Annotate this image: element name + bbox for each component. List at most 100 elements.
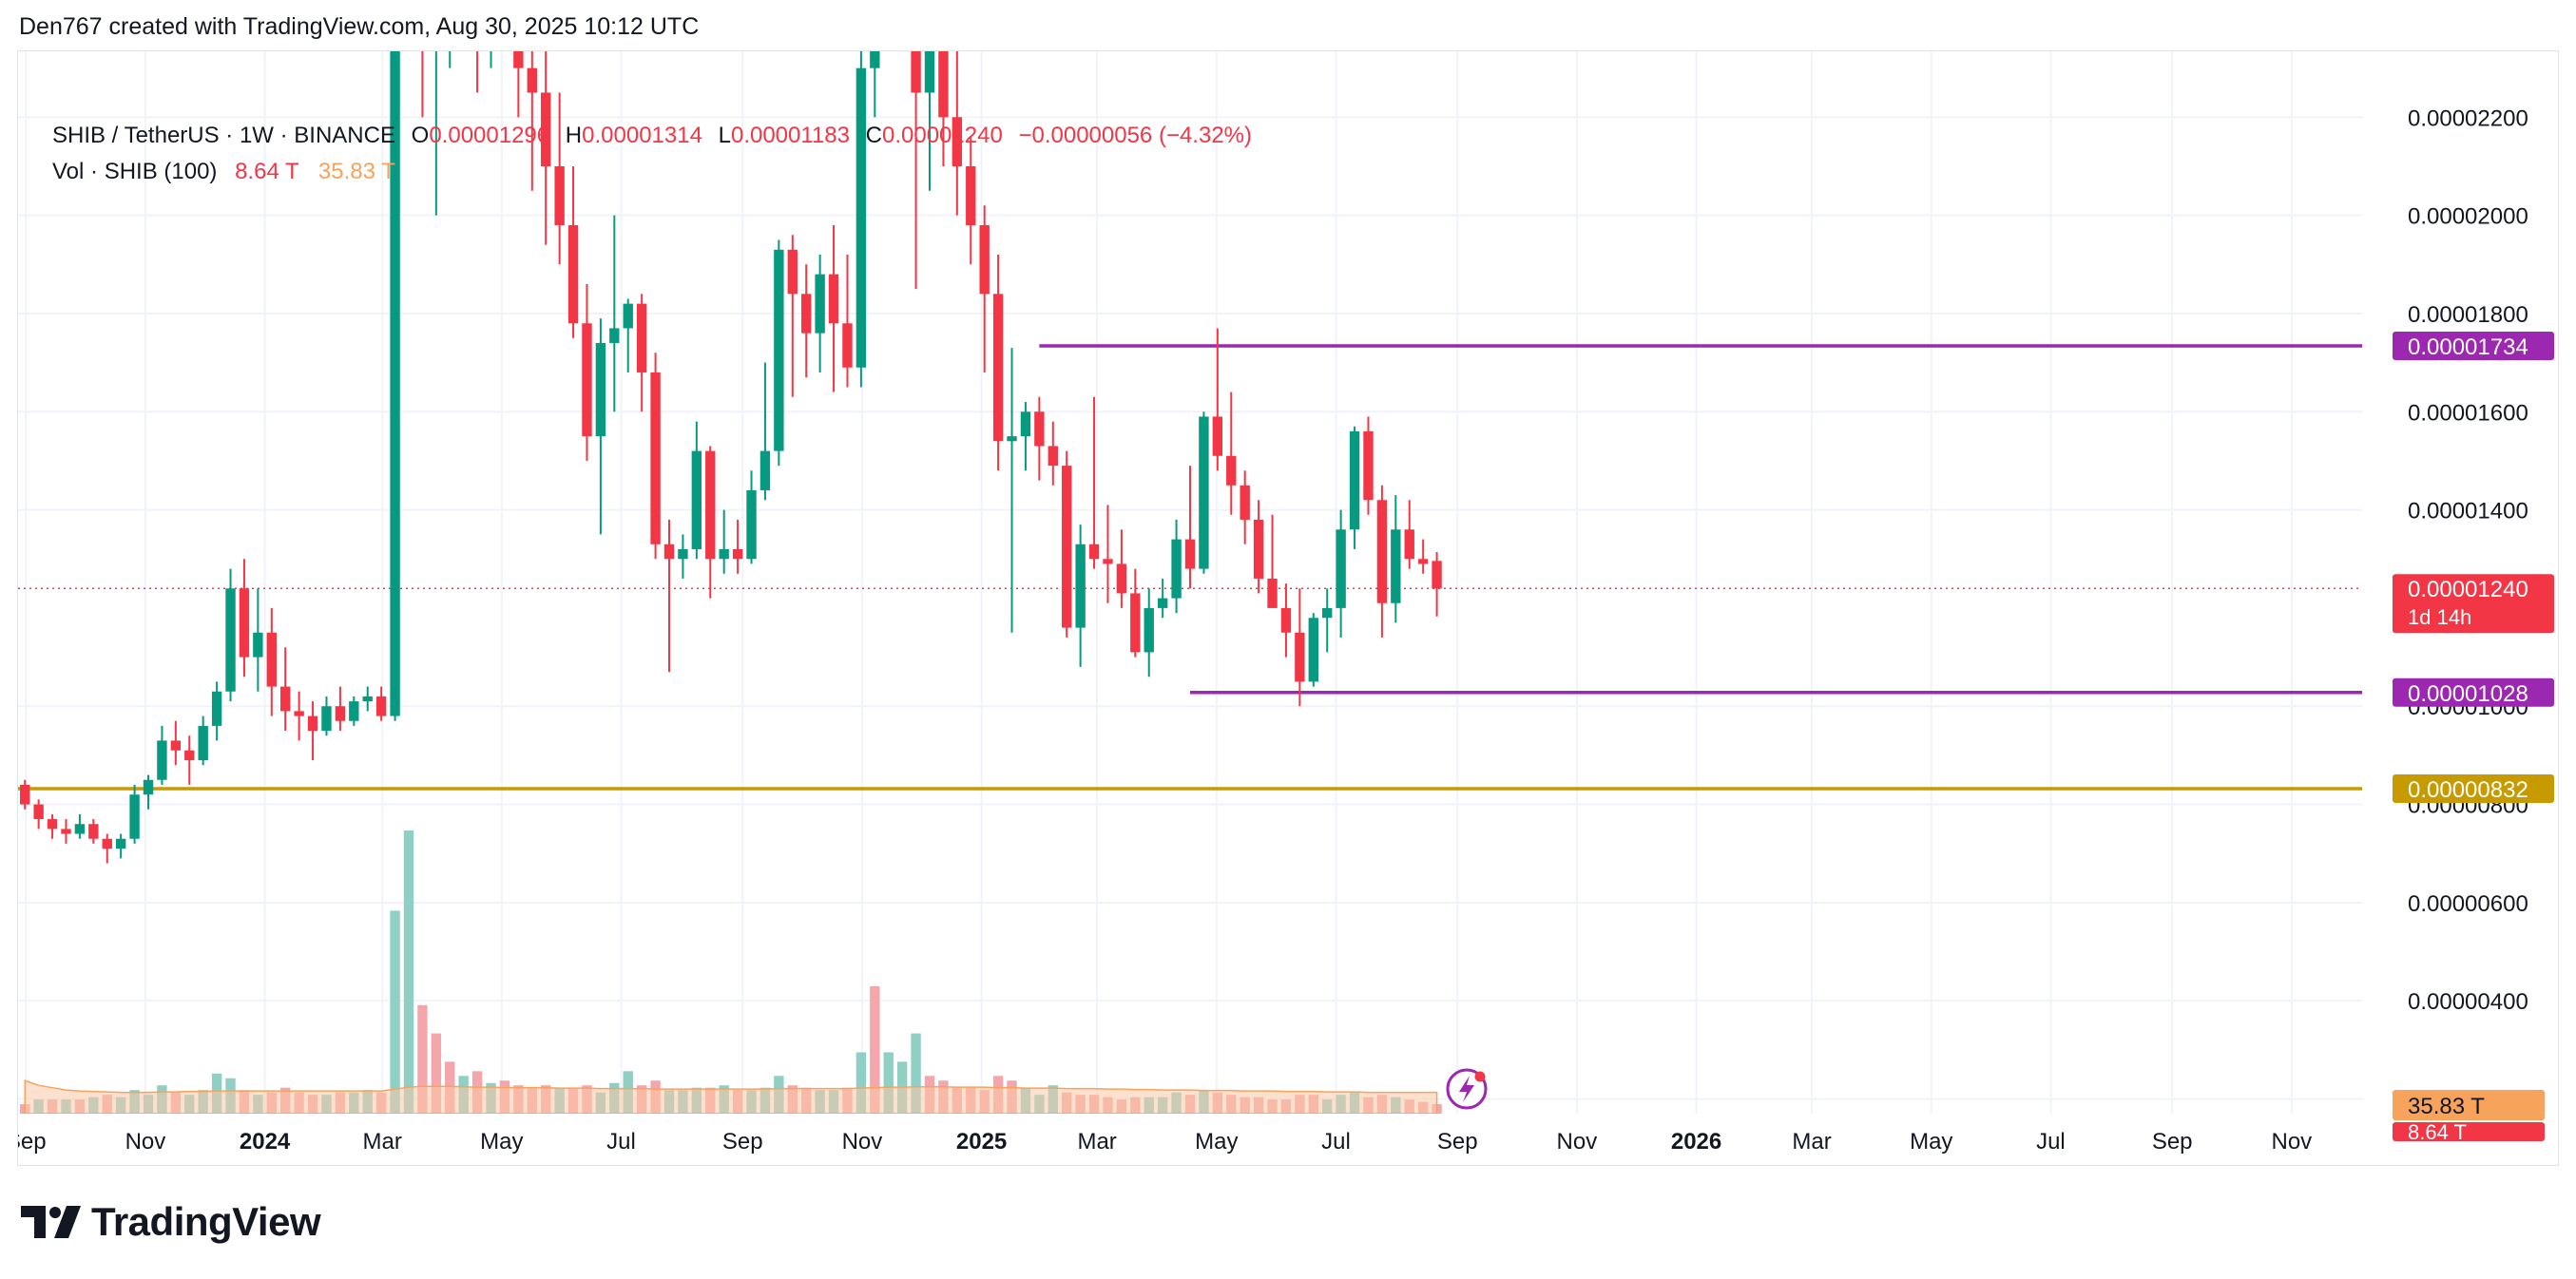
candle-body <box>678 548 688 560</box>
candle-body <box>732 548 743 560</box>
volume-bar <box>883 1052 894 1114</box>
support-price-badge-bg <box>2393 678 2554 707</box>
candle <box>1253 500 1264 594</box>
candle-body <box>746 489 757 560</box>
resistance-price-badge-text: 0.00001734 <box>2408 334 2528 360</box>
chart-frame[interactable]: 0.00002200 0.00002000 0.00001800 0.00001600… <box>17 50 2559 1166</box>
candle-body <box>924 51 935 93</box>
volume-bar <box>911 1033 921 1114</box>
candle-body <box>842 323 853 368</box>
candle-body <box>88 824 99 839</box>
time-tick-label: 2025 <box>956 1129 1007 1155</box>
symbol-title[interactable]: SHIB / TetherUS · 1W · BINANCE <box>52 123 395 148</box>
resistance-price-badge: 0.00001734 <box>2393 332 2554 361</box>
candle <box>567 165 579 338</box>
candle <box>198 716 208 766</box>
price-tick-label: 0.00001800 <box>2408 302 2528 328</box>
candle <box>449 51 452 68</box>
candle-body <box>609 328 620 343</box>
candle-body <box>294 711 304 716</box>
candle-body <box>527 67 537 93</box>
candle-body <box>253 632 263 658</box>
time-tick-label: 2026 <box>1671 1129 1721 1155</box>
candle <box>490 51 492 68</box>
time-tick-label: Mar <box>363 1129 402 1155</box>
high-value: 0.00001314 <box>582 123 702 148</box>
candle-body <box>1280 607 1292 633</box>
candle <box>911 51 921 290</box>
candle-body <box>1391 529 1401 603</box>
candle <box>434 51 437 216</box>
snapshot-lightning-icon[interactable] <box>1446 1068 1488 1110</box>
candle <box>759 362 771 501</box>
price-tick-label: 0.00001400 <box>2408 499 2528 525</box>
candle <box>266 607 277 716</box>
candle <box>307 701 318 761</box>
candle <box>513 51 524 118</box>
volume-bar <box>431 1033 442 1114</box>
time-axis: Sep Nov 2024 Mar May Jul Sep Nov 2025 Mar May Jul Se… <box>18 1129 2312 1155</box>
volume-indicator-title[interactable]: Vol · SHIB (100) <box>52 159 218 184</box>
candle <box>1349 426 1360 549</box>
candle <box>157 725 167 785</box>
price-tick-label: 0.00002200 <box>2408 105 2528 131</box>
candle-body <box>1116 563 1127 594</box>
time-tick-label: Nov <box>2271 1129 2312 1155</box>
candle-body <box>1404 529 1414 560</box>
candle-body <box>1363 430 1374 501</box>
candle-body <box>1062 466 1072 628</box>
candle-body <box>335 706 346 721</box>
candle-body <box>1432 561 1442 589</box>
last-price-badge-bg <box>2393 574 2554 634</box>
candle <box>815 254 825 372</box>
candle-body <box>225 588 236 692</box>
time-tick-label: Sep <box>722 1129 763 1155</box>
candle <box>1336 509 1346 638</box>
candle <box>170 720 182 766</box>
time-tick-label: Sep <box>18 1129 47 1155</box>
candle <box>1363 416 1374 515</box>
candle <box>253 588 263 692</box>
candle-body <box>1088 544 1100 560</box>
candle <box>1157 578 1168 619</box>
candle <box>476 51 479 93</box>
open-label: O <box>411 123 430 148</box>
candle <box>88 819 99 844</box>
time-tick-label: 2024 <box>240 1129 291 1155</box>
candle <box>979 205 990 372</box>
candle-body <box>1130 593 1141 653</box>
candle-body <box>1295 632 1305 682</box>
candle <box>992 254 1004 471</box>
candle <box>541 51 551 245</box>
candle <box>952 51 963 216</box>
change-value: −0.00000056 (−4.32%) <box>1018 123 1252 148</box>
candle-body <box>979 224 990 295</box>
candle-body <box>211 691 222 726</box>
candle-body <box>20 784 30 805</box>
tradingview-logo[interactable]: TradingView <box>21 1199 321 1245</box>
chart-credit: Den767 created with TradingView.com, Aug… <box>19 13 700 40</box>
candle <box>636 294 647 412</box>
candle <box>390 51 400 721</box>
candle <box>33 799 44 830</box>
time-tick-label: Mar <box>1077 1129 1116 1155</box>
close-label: C <box>865 123 882 148</box>
candle <box>801 264 812 378</box>
time-tick-label: Mar <box>1792 1129 1831 1155</box>
candle-body <box>1336 529 1346 608</box>
candle <box>595 318 606 535</box>
candle <box>554 92 565 265</box>
high-label: H <box>565 123 583 148</box>
price-chart[interactable]: 0.00002200 0.00002000 0.00001800 0.00001600… <box>18 51 2560 1167</box>
candle-body <box>33 804 44 820</box>
candle-body <box>719 548 729 560</box>
candle <box>691 421 702 560</box>
candle <box>294 691 304 741</box>
candle <box>1322 588 1333 653</box>
volume-badge-text: 8.64 T <box>2408 1120 2467 1144</box>
time-tick-label: Nov <box>842 1129 883 1155</box>
time-tick-label: Nov <box>1557 1129 1598 1155</box>
candle-body <box>74 824 86 834</box>
candle-body <box>375 696 387 716</box>
candle <box>335 686 346 732</box>
